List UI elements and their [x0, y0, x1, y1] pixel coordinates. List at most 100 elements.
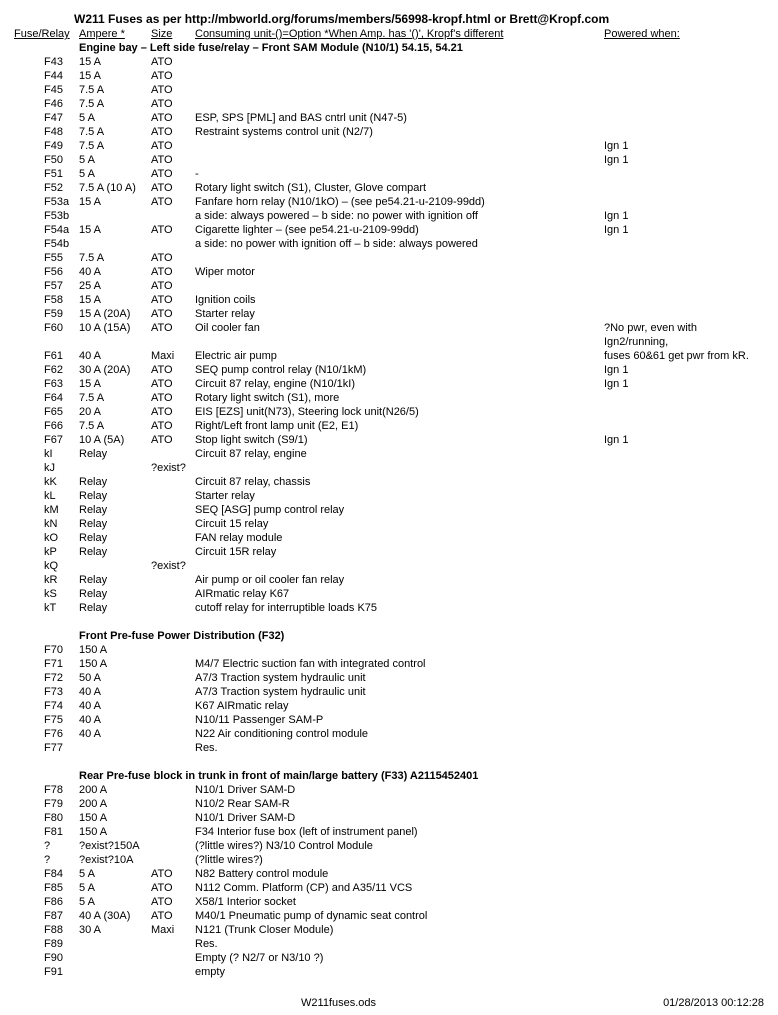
table-row: F4315 AATO — [14, 55, 764, 69]
table-row: F70150 A — [14, 643, 764, 657]
cell-pwr — [604, 783, 764, 797]
cell-fuse: F66 — [14, 419, 79, 433]
cell-size — [151, 825, 195, 839]
cell-size — [151, 237, 195, 251]
cell-amp: Relay — [79, 517, 151, 531]
cell-amp — [79, 209, 151, 223]
cell-amp: 5 A — [79, 881, 151, 895]
cell-unit: (?little wires?) — [195, 853, 604, 867]
cell-fuse: kS — [14, 587, 79, 601]
cell-pwr: Ign 1 — [604, 153, 764, 167]
cell-fuse: F85 — [14, 881, 79, 895]
cell-unit: N22 Air conditioning control module — [195, 727, 604, 741]
cell-size — [151, 503, 195, 517]
table-row: F6230 A (20A)ATOSEQ pump control relay (… — [14, 363, 764, 377]
cell-amp — [79, 937, 151, 951]
table-row: F91empty — [14, 965, 764, 979]
cell-unit: empty — [195, 965, 604, 979]
table-row: kQ?exist? — [14, 559, 764, 573]
fuse-table: Engine bay – Left side fuse/relay – Fron… — [14, 41, 764, 979]
cell-unit: N10/1 Driver SAM-D — [195, 783, 604, 797]
cell-size: ATO — [151, 909, 195, 923]
table-row: F6710 A (5A)ATOStop light switch (S9/1)I… — [14, 433, 764, 447]
cell-pwr — [604, 965, 764, 979]
cell-fuse: kM — [14, 503, 79, 517]
cell-unit: EIS [EZS] unit(N73), Steering lock unit(… — [195, 405, 604, 419]
cell-amp: Relay — [79, 503, 151, 517]
cell-pwr — [604, 671, 764, 685]
cell-fuse: F78 — [14, 783, 79, 797]
table-row: F79200 AN10/2 Rear SAM-R — [14, 797, 764, 811]
cell-size — [151, 601, 195, 615]
table-row: kRRelayAir pump or oil cooler fan relay — [14, 573, 764, 587]
cell-size — [151, 545, 195, 559]
cell-size — [151, 811, 195, 825]
cell-fuse: F54a — [14, 223, 79, 237]
cell-fuse: F70 — [14, 643, 79, 657]
cell-unit — [195, 643, 604, 657]
cell-fuse: F67 — [14, 433, 79, 447]
cell-fuse: F89 — [14, 937, 79, 951]
cell-fuse: F53b — [14, 209, 79, 223]
section-title: Rear Pre-fuse block in trunk in front of… — [79, 769, 764, 783]
cell-unit: F34 Interior fuse box (left of instrumen… — [195, 825, 604, 839]
table-row: F4415 AATO — [14, 69, 764, 83]
cell-pwr — [604, 125, 764, 139]
cell-amp: 40 A — [79, 349, 151, 363]
cell-fuse: F60 — [14, 321, 79, 349]
table-row: F89Res. — [14, 937, 764, 951]
cell-amp: 200 A — [79, 797, 151, 811]
table-row: F855 AATON112 Comm. Platform (CP) and A3… — [14, 881, 764, 895]
cell-pwr — [604, 545, 764, 559]
cell-unit: Res. — [195, 741, 604, 755]
cell-fuse: F63 — [14, 377, 79, 391]
cell-unit: K67 AIRmatic relay — [195, 699, 604, 713]
table-row: F667.5 AATORight/Left front lamp unit (E… — [14, 419, 764, 433]
cell-size — [151, 839, 195, 853]
table-row: F5915 A (20A)ATOStarter relay — [14, 307, 764, 321]
cell-size: ATO — [151, 433, 195, 447]
section-title: Engine bay – Left side fuse/relay – Fron… — [79, 41, 764, 55]
table-row: F557.5 AATO — [14, 251, 764, 265]
cell-size: ATO — [151, 265, 195, 279]
cell-unit: Circuit 87 relay, engine — [195, 447, 604, 461]
cell-size: ATO — [151, 153, 195, 167]
cell-fuse: F55 — [14, 251, 79, 265]
cell-unit: Air pump or oil cooler fan relay — [195, 573, 604, 587]
cell-amp: 30 A (20A) — [79, 363, 151, 377]
cell-amp — [79, 237, 151, 251]
cell-pwr — [604, 167, 764, 181]
cell-pwr — [604, 685, 764, 699]
cell-size — [151, 531, 195, 545]
table-row: kNRelayCircuit 15 relay — [14, 517, 764, 531]
cell-unit — [195, 279, 604, 293]
table-row: F5725 AATO — [14, 279, 764, 293]
table-row: F54ba side: no power with ignition off –… — [14, 237, 764, 251]
cell-amp: Relay — [79, 573, 151, 587]
cell-size: ATO — [151, 69, 195, 83]
cell-unit: Right/Left front lamp unit (E2, E1) — [195, 419, 604, 433]
cell-fuse: F43 — [14, 55, 79, 69]
cell-fuse: F65 — [14, 405, 79, 419]
cell-amp: 10 A (5A) — [79, 433, 151, 447]
cell-pwr — [604, 839, 764, 853]
cell-size: ATO — [151, 139, 195, 153]
cell-amp: 15 A — [79, 377, 151, 391]
cell-amp: 5 A — [79, 167, 151, 181]
cell-fuse: F74 — [14, 699, 79, 713]
cell-unit: Electric air pump — [195, 349, 604, 363]
table-row: F8830 AMaxiN121 (Trunk Closer Module) — [14, 923, 764, 937]
cell-pwr — [604, 447, 764, 461]
cell-unit: N10/11 Passenger SAM-P — [195, 713, 604, 727]
cell-fuse: F50 — [14, 153, 79, 167]
cell-unit: Restraint systems control unit (N2/7) — [195, 125, 604, 139]
cell-amp: 40 A — [79, 713, 151, 727]
cell-amp: 7.5 A — [79, 97, 151, 111]
cell-amp: 15 A — [79, 223, 151, 237]
table-row: kLRelayStarter relay — [14, 489, 764, 503]
cell-fuse: F59 — [14, 307, 79, 321]
table-row: F487.5 AATORestraint systems control uni… — [14, 125, 764, 139]
cell-unit: Rotary light switch (S1), more — [195, 391, 604, 405]
cell-size — [151, 209, 195, 223]
cell-amp: 15 A — [79, 55, 151, 69]
